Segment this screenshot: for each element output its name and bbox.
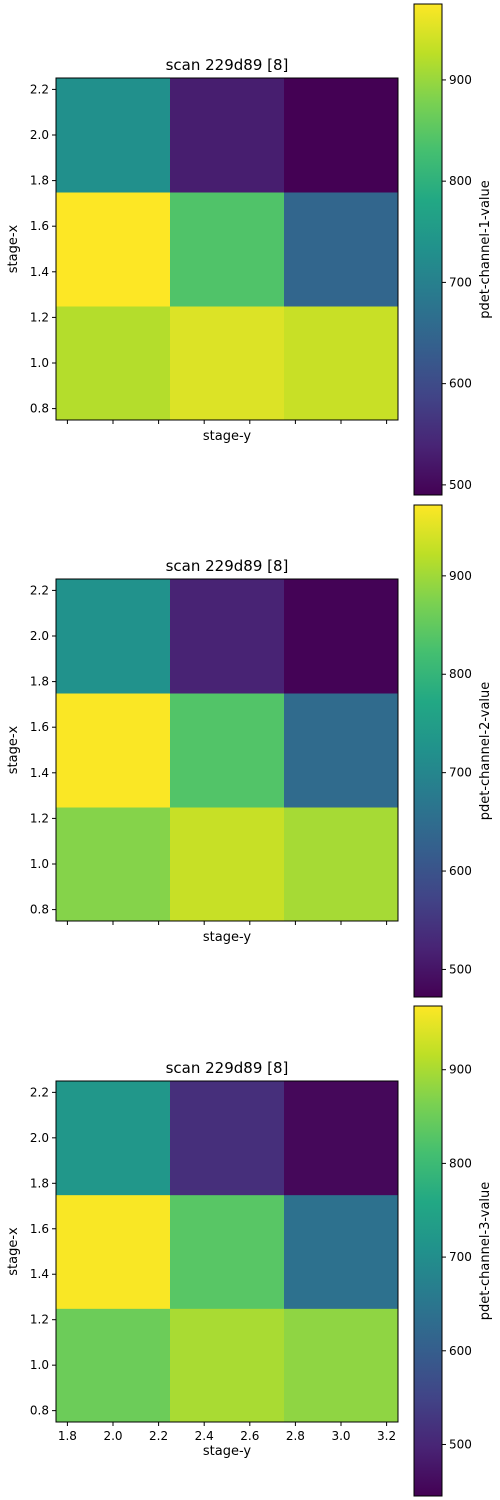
x-tick-label: 1.8 <box>58 1429 77 1443</box>
x-tick-label: 2.0 <box>103 1429 122 1443</box>
plot-frame <box>55 77 399 421</box>
heatmap-panel-3: 0.8 1.0 1.2 1.4 1.6 1.8 2.0 2.2 1.8 2.0 2.2 2.4 2.6 2… <box>6 1005 493 1497</box>
colorbar-gradient <box>414 1006 442 1496</box>
y-tick-label: 1.6 <box>30 1222 49 1236</box>
y-tick-label: 1.0 <box>30 356 49 370</box>
y-tick-label: 0.8 <box>30 903 49 917</box>
heatmap-cell <box>56 78 171 193</box>
x-axis-label: stage-y <box>203 429 252 444</box>
heatmap-cell <box>170 579 285 694</box>
colorbar-tick-label: 600 <box>449 864 472 878</box>
heatmap-cell <box>284 78 399 193</box>
plot-frame <box>55 1080 399 1423</box>
chart-title: scan 229d89 [8] <box>166 56 289 74</box>
colorbar-label: pdet-channel-1-value <box>478 180 493 319</box>
x-tick-label: 2.2 <box>149 1429 168 1443</box>
y-tick-label: 1.0 <box>30 1358 49 1372</box>
heatmap-cell <box>56 192 171 307</box>
heatmap-cell <box>170 693 285 808</box>
colorbar-tick-label: 500 <box>449 1437 472 1451</box>
colorbar-tick-label: 800 <box>449 667 472 681</box>
x-tick-label: 2.4 <box>195 1429 214 1443</box>
heatmap-cell <box>56 306 171 421</box>
colorbar-frame <box>413 1005 443 1497</box>
heatmap-cell <box>56 1194 171 1309</box>
colorbar-frame <box>413 504 443 998</box>
heatmap-cell <box>284 306 399 421</box>
heatmap-cell <box>56 1308 171 1423</box>
heatmap-cell <box>56 579 171 694</box>
heatmap-cell <box>170 192 285 307</box>
heatmap-cell <box>284 579 399 694</box>
colorbar-tick-label: 900 <box>449 73 472 87</box>
y-tick-label: 0.8 <box>30 402 49 416</box>
heatmap-cell <box>284 1194 399 1309</box>
colorbar-tick-label: 800 <box>449 174 472 188</box>
heatmap-cell <box>284 192 399 307</box>
heatmap-cell <box>56 1081 171 1196</box>
heatmap-cell <box>170 1081 285 1196</box>
y-tick-label: 2.2 <box>30 583 49 597</box>
heatmap-panel-2: 0.8 1.0 1.2 1.4 1.6 1.8 2.0 2.2 scan 229d89 [8] s… <box>6 504 493 998</box>
heatmap-cell <box>170 807 285 922</box>
chart-title: scan 229d89 [8] <box>166 557 289 575</box>
y-axis-label: stage-x <box>6 224 21 273</box>
heatmap-cell <box>284 1081 399 1196</box>
colorbar-tick-label: 500 <box>449 962 472 976</box>
heatmap-cell <box>284 807 399 922</box>
colorbar-label: pdet-channel-2-value <box>478 682 493 821</box>
heatmap-cell <box>56 693 171 808</box>
x-tick-label: 3.0 <box>331 1429 350 1443</box>
y-tick-label: 1.4 <box>30 766 49 780</box>
colorbar-tick-label: 700 <box>449 275 472 289</box>
x-axis-label: stage-y <box>203 1444 252 1459</box>
y-tick-label: 1.4 <box>30 265 49 279</box>
heatmap-cell <box>56 807 171 922</box>
x-tick-label: 2.6 <box>240 1429 259 1443</box>
colorbar-label: pdet-channel-3-value <box>478 1182 493 1321</box>
y-tick-label: 1.6 <box>30 219 49 233</box>
y-tick-label: 2.2 <box>30 1085 49 1099</box>
y-tick-label: 1.4 <box>30 1267 49 1281</box>
y-tick-label: 0.8 <box>30 1404 49 1418</box>
colorbar-gradient <box>414 4 442 495</box>
y-tick-label: 1.8 <box>30 675 49 689</box>
y-tick-label: 1.8 <box>30 174 49 188</box>
y-tick-label: 2.0 <box>30 1131 49 1145</box>
colorbar-tick-label: 800 <box>449 1156 472 1170</box>
y-axis-label: stage-x <box>6 1227 21 1276</box>
colorbar-tick-label: 700 <box>449 766 472 780</box>
colorbar-tick-label: 600 <box>449 377 472 391</box>
y-axis-label: stage-x <box>6 725 21 774</box>
colorbar-tick-label: 900 <box>449 1063 472 1077</box>
heatmap-cell <box>170 1194 285 1309</box>
y-tick-label: 1.2 <box>30 1313 49 1327</box>
colorbar-frame <box>413 3 443 496</box>
x-tick-label: 2.8 <box>286 1429 305 1443</box>
heatmap-cell <box>284 693 399 808</box>
y-tick-label: 1.2 <box>30 811 49 825</box>
y-tick-label: 1.0 <box>30 857 49 871</box>
heatmap-panel-1: 0.8 1.0 1.2 1.4 1.6 1.8 2.0 2.2 scan 229d89 [8] s… <box>6 3 493 496</box>
colorbar-gradient <box>414 505 442 997</box>
plot-frame <box>55 578 399 922</box>
colorbar-tick-label: 600 <box>449 1344 472 1358</box>
chart-title: scan 229d89 [8] <box>166 1059 289 1077</box>
heatmap-cell <box>284 1308 399 1423</box>
colorbar-tick-label: 500 <box>449 478 472 492</box>
heatmap-cell <box>170 78 285 193</box>
y-tick-label: 2.2 <box>30 82 49 96</box>
colorbar-tick-label: 900 <box>449 569 472 583</box>
y-tick-label: 2.0 <box>30 128 49 142</box>
colorbar-tick-label: 700 <box>449 1250 472 1264</box>
y-tick-label: 1.2 <box>30 310 49 324</box>
y-tick-label: 2.0 <box>30 629 49 643</box>
x-tick-label: 3.2 <box>377 1429 396 1443</box>
y-tick-label: 1.6 <box>30 720 49 734</box>
heatmap-cell <box>170 1308 285 1423</box>
x-axis-label: stage-y <box>203 930 252 945</box>
y-tick-label: 1.8 <box>30 1176 49 1190</box>
heatmap-cell <box>170 306 285 421</box>
